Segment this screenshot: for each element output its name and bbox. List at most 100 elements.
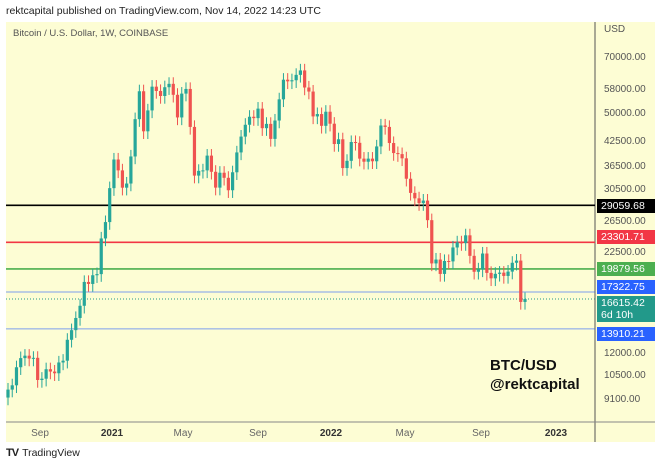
candle-body bbox=[235, 152, 239, 173]
watermark-author: @rektcapital bbox=[490, 376, 580, 393]
candle-body bbox=[6, 389, 10, 398]
candle-body bbox=[358, 142, 362, 159]
candle-body bbox=[19, 358, 23, 368]
level-price-label: 19879.56 bbox=[597, 262, 655, 276]
candle-body bbox=[387, 126, 391, 144]
x-tick-label: Sep bbox=[31, 428, 49, 439]
candle-body bbox=[65, 339, 69, 361]
candle-body bbox=[214, 171, 218, 188]
candle-body bbox=[154, 86, 158, 91]
candle-body bbox=[23, 355, 27, 359]
candle-body bbox=[510, 262, 514, 272]
candle-body bbox=[324, 111, 328, 126]
candle-body bbox=[438, 259, 442, 274]
candle-body bbox=[464, 235, 468, 244]
candle-body bbox=[341, 139, 345, 169]
candle-body bbox=[362, 158, 366, 162]
candle-body bbox=[48, 369, 52, 372]
candle-body bbox=[506, 271, 510, 276]
candle-body bbox=[112, 159, 116, 189]
candle-body bbox=[14, 367, 19, 386]
candle-body bbox=[489, 272, 493, 279]
candle-body bbox=[319, 114, 324, 126]
candle-body bbox=[286, 79, 290, 82]
candle-body bbox=[472, 255, 476, 272]
candle-body bbox=[239, 136, 243, 153]
candle-body bbox=[273, 120, 277, 139]
candle-body bbox=[379, 125, 383, 147]
candle-body bbox=[61, 360, 65, 363]
candle-body bbox=[345, 160, 349, 169]
candle-body bbox=[481, 253, 485, 270]
candle-body bbox=[311, 91, 315, 117]
x-tick-label: Sep bbox=[472, 428, 490, 439]
y-tick-label: 58000.00 bbox=[604, 83, 646, 95]
candle-body bbox=[455, 242, 459, 248]
candle-body bbox=[303, 70, 307, 88]
y-tick-label: 22500.00 bbox=[604, 247, 646, 258]
candle-body bbox=[290, 80, 294, 82]
candle-body bbox=[252, 116, 256, 119]
candle-body bbox=[315, 114, 319, 117]
candle-body bbox=[353, 142, 358, 144]
x-tick-label: May bbox=[173, 428, 193, 439]
candle-body bbox=[142, 91, 146, 132]
candle-body bbox=[180, 93, 184, 118]
candle-body bbox=[31, 357, 36, 359]
candle-body bbox=[222, 172, 226, 178]
candle-body bbox=[260, 108, 264, 129]
candle-body bbox=[277, 99, 281, 121]
symbol-title: Bitcoin / U.S. Dollar, 1W, COINBASE bbox=[13, 28, 169, 39]
candle-body bbox=[40, 378, 44, 380]
last-price-label: 16615.42 6d 10h bbox=[597, 296, 655, 322]
candle-body bbox=[247, 116, 252, 125]
y-tick-label: 26500.00 bbox=[604, 216, 646, 227]
candle-body bbox=[434, 259, 438, 264]
tradingview-logo-icon: TV bbox=[6, 447, 19, 459]
candle-body bbox=[519, 260, 523, 302]
tradingview-logo[interactable]: TV TradingView bbox=[6, 447, 80, 459]
x-tick-label: May bbox=[395, 428, 415, 439]
x-tick-label: Sep bbox=[249, 428, 267, 439]
candle-body bbox=[514, 260, 519, 263]
y-tick-label: 36500.00 bbox=[604, 161, 646, 173]
level-price-label: 13910.21 bbox=[597, 327, 655, 341]
candle-body bbox=[74, 317, 78, 331]
candle-body bbox=[468, 235, 472, 256]
candle-body bbox=[146, 110, 150, 132]
candle-body bbox=[57, 362, 61, 374]
candle-body bbox=[413, 192, 417, 199]
candle-body bbox=[209, 155, 214, 172]
candle-body bbox=[408, 178, 413, 193]
candle-body bbox=[99, 238, 103, 275]
candle-body bbox=[184, 88, 188, 94]
y-tick-label: 10500.00 bbox=[604, 369, 646, 381]
candle-body bbox=[459, 242, 464, 244]
candle-body bbox=[95, 274, 99, 276]
level-price-label: 17322.75 bbox=[597, 280, 655, 294]
candle-body bbox=[383, 125, 387, 127]
candle-body bbox=[158, 90, 163, 96]
candle-body bbox=[27, 355, 31, 359]
candle-body bbox=[218, 172, 222, 188]
candle-body bbox=[497, 272, 502, 274]
candle-body bbox=[425, 200, 430, 221]
candle-body bbox=[103, 222, 108, 239]
candle-body bbox=[332, 123, 336, 145]
candle-body bbox=[269, 123, 273, 139]
y-tick-label: 70000.00 bbox=[604, 52, 646, 63]
candle-body bbox=[201, 170, 205, 172]
candle-body bbox=[307, 87, 311, 92]
candle-body bbox=[129, 156, 133, 184]
y-tick-label: 42500.00 bbox=[604, 135, 646, 147]
y-tick-label: 9100.00 bbox=[604, 393, 641, 405]
candle-body bbox=[404, 158, 408, 179]
candle-body bbox=[175, 94, 180, 118]
x-tick-label: 2022 bbox=[319, 428, 343, 439]
publisher-line: rektcapital published on TradingView.com… bbox=[6, 5, 321, 17]
candle-body bbox=[116, 159, 120, 171]
candle-body bbox=[150, 86, 154, 111]
candle-body bbox=[167, 83, 171, 88]
chart-panel[interactable] bbox=[6, 22, 655, 442]
